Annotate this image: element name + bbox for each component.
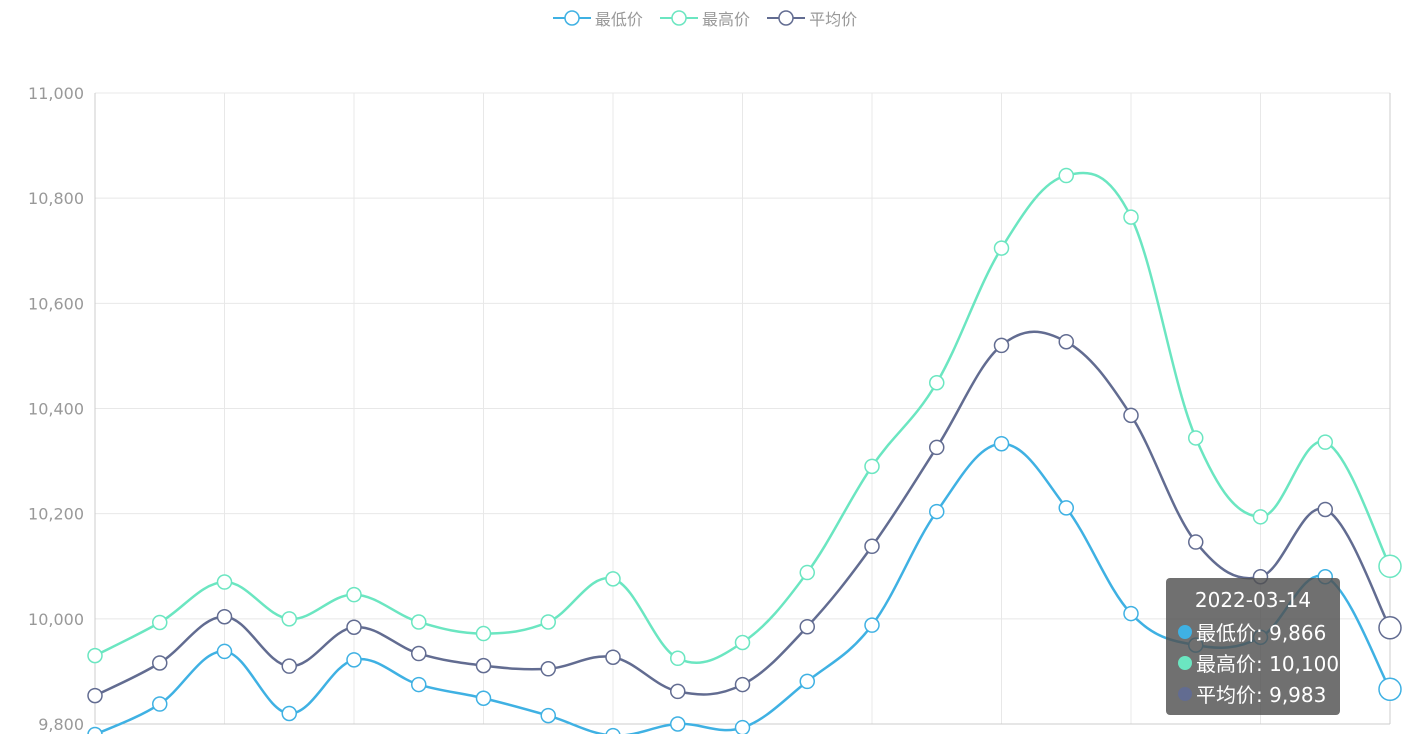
data-point (1123, 605, 1139, 622)
data-point (1058, 500, 1074, 516)
data-point (993, 240, 1010, 256)
legend-item-max[interactable]: 最高价 (659, 6, 750, 30)
data-point (87, 647, 103, 664)
data-point (1188, 534, 1204, 550)
data-point (346, 619, 362, 635)
legend-line-circle-icon (552, 10, 591, 26)
data-point (411, 614, 427, 630)
data-point (216, 574, 233, 590)
data-point (87, 726, 103, 734)
data-point (929, 374, 945, 391)
data-point (799, 564, 815, 581)
data-point (670, 650, 686, 667)
data-point (540, 661, 556, 677)
data-point (411, 645, 427, 662)
legend-label: 最高价 (701, 10, 750, 29)
data-point (475, 625, 492, 642)
legend-item-min[interactable]: 最低价 (552, 6, 643, 30)
data-point (993, 337, 1010, 354)
data-point (1188, 430, 1204, 446)
data-point (475, 690, 492, 706)
tooltip-row-label: 最低价: 9,866 (1196, 621, 1327, 645)
tooltip-row-max: 最高价: 10,100 (1166, 647, 1340, 678)
data-point (1123, 209, 1139, 225)
data-point (152, 696, 168, 712)
data-point (670, 683, 686, 700)
data-point (540, 707, 556, 724)
y-tick-label: 10,600 (28, 294, 84, 313)
tooltip-title: 2022-03-14 (1194, 588, 1312, 612)
data-point (1058, 333, 1074, 350)
data-point (864, 617, 880, 633)
y-tick-label: 10,200 (28, 505, 84, 524)
data-point (799, 618, 815, 635)
data-point (475, 657, 492, 674)
data-point (605, 571, 621, 587)
legend-line-circle-icon (659, 10, 698, 26)
legend-label: 最低价 (594, 10, 643, 29)
tooltip-row-label: 平均价: 9,983 (1196, 683, 1327, 707)
data-point (281, 611, 297, 627)
data-point (281, 705, 297, 722)
data-point (540, 614, 556, 630)
data-point (1378, 554, 1402, 578)
data-point (1252, 509, 1269, 525)
data-point (670, 716, 686, 732)
y-tick-label: 9,800 (38, 715, 84, 734)
data-point (346, 586, 362, 603)
data-point (929, 503, 945, 520)
tooltip-row-avg: 平均价: 9,983 (1166, 678, 1340, 709)
data-point (864, 538, 880, 555)
data-point (281, 658, 297, 674)
tooltip-dot-icon (1178, 686, 1192, 701)
data-point (864, 458, 880, 475)
data-point (152, 614, 168, 631)
data-point (734, 676, 751, 693)
data-point (734, 719, 751, 734)
tooltip-dot-icon (1178, 624, 1192, 639)
data-point (1378, 677, 1402, 702)
legend-line-circle-icon (767, 10, 806, 26)
y-tick-label: 11,000 (28, 84, 84, 103)
y-tick-label: 10,400 (28, 400, 84, 419)
data-point (216, 643, 233, 660)
legend: 最低价 最高价 平均价 (0, 6, 1410, 32)
legend-label: 平均价 (809, 10, 858, 29)
data-point (1317, 501, 1333, 518)
tooltip-row-label: 最高价: 10,100 (1196, 652, 1340, 676)
data-point (216, 608, 233, 625)
data-point (929, 439, 945, 456)
legend-item-avg[interactable]: 平均价 (767, 6, 857, 30)
tooltip-row-min: 最低价: 9,866 (1166, 616, 1340, 647)
data-point (346, 652, 362, 668)
data-point (1378, 616, 1402, 640)
data-point (1123, 407, 1139, 424)
data-point (152, 655, 168, 671)
data-point (87, 687, 103, 704)
series-points (87, 167, 1402, 734)
data-point (411, 676, 427, 693)
data-point (1317, 434, 1333, 450)
tooltip-dot-icon (1178, 655, 1192, 670)
y-tick-label: 10,800 (28, 189, 84, 208)
data-point (1058, 167, 1074, 184)
data-point (734, 634, 751, 651)
data-point (799, 673, 815, 690)
data-point (605, 649, 621, 665)
data-point (605, 727, 621, 734)
y-tick-label: 10,000 (28, 610, 84, 629)
data-point (993, 435, 1010, 452)
tooltip: 2022-03-14 最低价: 9,866 最高价: 10,100 平均价: 9… (1166, 578, 1340, 715)
grid-lines (95, 92, 1390, 725)
